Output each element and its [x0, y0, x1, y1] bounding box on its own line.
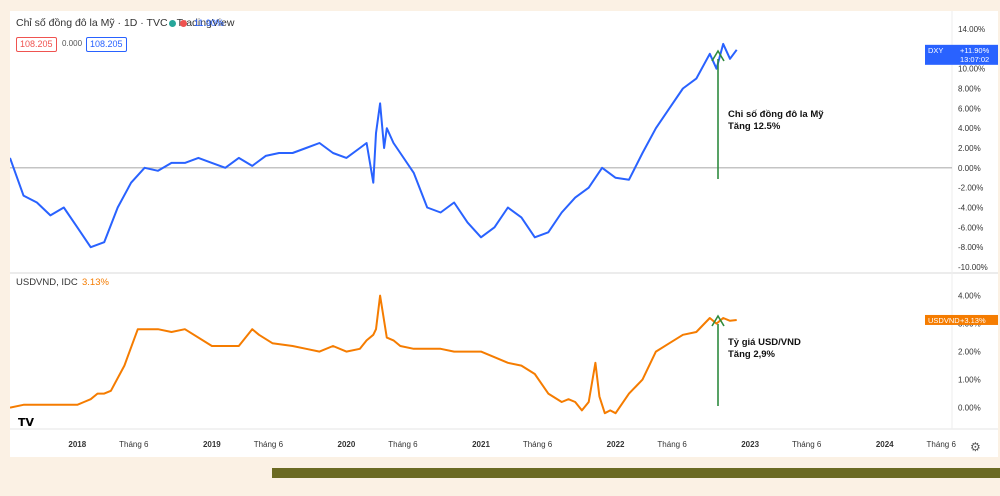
- dxy-ytick-label: 0.00%: [958, 164, 981, 173]
- usdvnd-last-label: USDVND: [928, 316, 960, 325]
- x-axis-label: 2024: [876, 440, 894, 449]
- pane2-symbol-label: USDVND, IDC: [16, 277, 78, 288]
- buy-price-button[interactable]: 108.205: [86, 37, 127, 52]
- x-axis-label: Tháng 6: [927, 440, 957, 449]
- dxy-ytick-label: 4.00%: [958, 124, 981, 133]
- header-change-pct: 11.90%: [194, 18, 224, 28]
- dxy-ytick-label: -6.00%: [958, 223, 983, 232]
- x-axis-label: Tháng 6: [388, 440, 418, 449]
- usdvnd-series-line: [10, 294, 737, 415]
- x-axis-label: Tháng 6: [523, 440, 553, 449]
- decorative-bar: [272, 468, 1000, 478]
- dxy-ytick-label: 14.00%: [958, 25, 985, 34]
- usdvnd-ytick-label: 1.00%: [958, 376, 981, 385]
- dxy-ytick-label: -4.00%: [958, 204, 983, 213]
- chart-svg[interactable]: 14.00%12.00%10.00%8.00%6.00%4.00%2.00%0.…: [10, 11, 998, 457]
- dxy-last-value-tag: [925, 44, 998, 65]
- dxy-ytick-label: -10.00%: [958, 263, 988, 272]
- dxy-ytick-label: 2.00%: [958, 144, 981, 153]
- usdvnd-annotation-line2: Tăng 2,9%: [728, 349, 776, 360]
- market-open-icon: [169, 20, 176, 27]
- dxy-annotation-line1: Chỉ số đồng đô la Mỹ: [728, 109, 824, 120]
- dxy-ytick-label: 6.00%: [958, 104, 981, 113]
- x-axis-label: 2018: [68, 440, 86, 449]
- usdvnd-annotation-line1: Tỷ giá USD/VND: [728, 337, 801, 348]
- chart-title: Chỉ số đồng đô la Mỹ · 1D · TVC · Tradin…: [16, 17, 235, 29]
- dxy-last-time: 13:07:02: [960, 55, 989, 64]
- dxy-ytick-label: 10.00%: [958, 65, 985, 74]
- x-axis-label: 2022: [607, 440, 625, 449]
- x-axis-label: Tháng 6: [657, 440, 687, 449]
- dxy-last-value: +11.90%: [960, 46, 990, 55]
- x-axis-label: Tháng 6: [119, 440, 149, 449]
- x-axis-label: 2023: [741, 440, 759, 449]
- alert-dot-icon: [180, 20, 187, 27]
- dxy-annotation-arrowhead: [711, 49, 725, 62]
- x-axis-label: Tháng 6: [792, 440, 822, 449]
- usdvnd-ytick-label: 4.00%: [958, 292, 981, 301]
- tradingview-logo-icon[interactable]: TV: [18, 416, 35, 429]
- usdvnd-ytick-label: 2.00%: [958, 348, 981, 357]
- dxy-annotation-line2: Tăng 12.5%: [728, 121, 781, 132]
- dxy-ytick-label: 8.00%: [958, 85, 981, 94]
- dxy-ytick-label: -2.00%: [958, 184, 983, 193]
- dxy-ytick-label: -8.00%: [958, 243, 983, 252]
- spread-value: 0.000: [62, 39, 83, 48]
- x-axis-label: 2019: [203, 440, 221, 449]
- x-axis-label: Tháng 6: [254, 440, 284, 449]
- x-axis-label: 2021: [472, 440, 490, 449]
- x-axis-label: 2020: [338, 440, 356, 449]
- sell-price-button[interactable]: 108.205: [16, 37, 57, 52]
- dxy-series-line: [10, 42, 738, 249]
- gear-icon[interactable]: ⚙: [970, 440, 981, 454]
- pane2-change-pct: 3.13%: [82, 277, 109, 288]
- usdvnd-last-value-tag: [925, 314, 998, 325]
- usdvnd-ytick-label: 0.00%: [958, 404, 981, 413]
- usdvnd-last-value: +3.13%: [960, 316, 986, 325]
- usdvnd-annotation-arrowhead: [711, 314, 725, 327]
- dxy-last-label: DXY: [928, 46, 943, 55]
- chart-panel: 14.00%12.00%10.00%8.00%6.00%4.00%2.00%0.…: [10, 11, 998, 457]
